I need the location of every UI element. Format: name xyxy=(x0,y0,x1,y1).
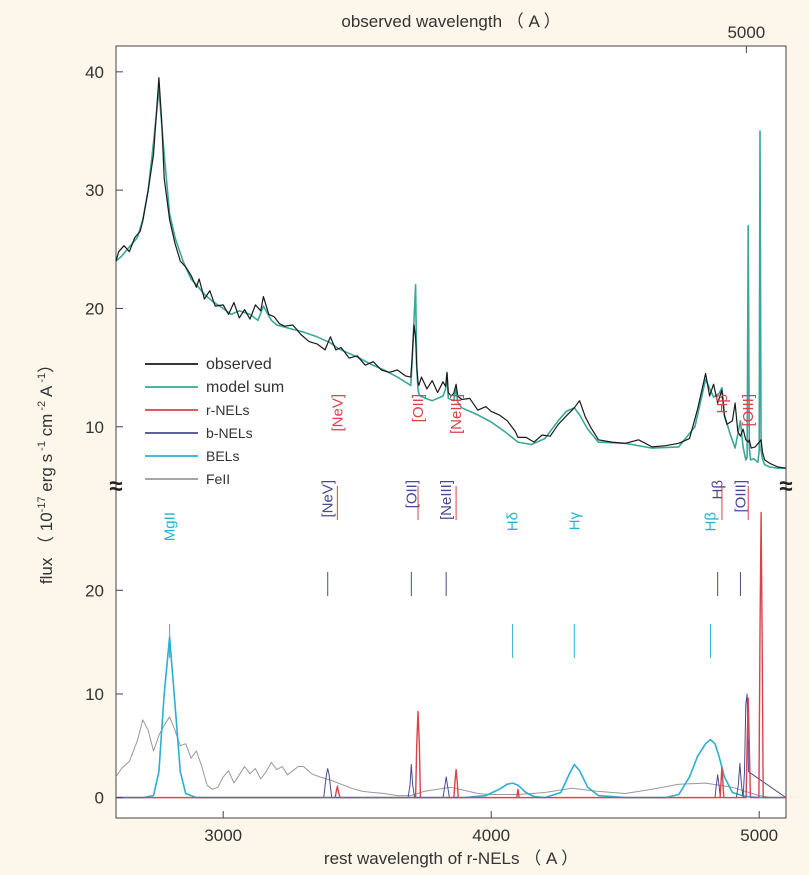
series-line-5 xyxy=(116,511,786,799)
lower-ytick-label: 0 xyxy=(95,789,104,808)
rest-tick-label: 5000 xyxy=(740,826,778,845)
legend-label: b-NELs xyxy=(206,425,253,441)
upper-ytick-label: 20 xyxy=(85,299,104,318)
lower-ytick-label: 10 xyxy=(85,685,104,704)
legend-label: r-NELs xyxy=(206,402,250,418)
axis-break-left: ≈ xyxy=(109,473,122,500)
bottom-axis-title: rest wavelength of r-NELs （ A ） xyxy=(324,849,578,868)
emission-line-label: [NeV] xyxy=(320,480,337,518)
emission-line-label: Hδ xyxy=(505,512,522,531)
y-axis-title-superscript: -17 xyxy=(36,496,48,512)
legend-bg xyxy=(142,445,272,466)
y-axis-title-part: ） xyxy=(37,356,56,373)
rest-tick-label: 4000 xyxy=(472,826,510,845)
y-axis-title-part: flux （ 10 xyxy=(37,512,56,584)
legend-bg xyxy=(142,468,272,489)
legend-bg xyxy=(142,422,272,443)
legend-bg xyxy=(142,399,272,420)
lower-ytick-label: 20 xyxy=(85,581,104,600)
upper-ytick-label: 30 xyxy=(85,181,104,200)
y-axis-title-part: erg s xyxy=(37,454,56,497)
upper-ytick-label: 10 xyxy=(85,418,104,437)
legend-bg xyxy=(142,353,272,374)
observed-tick-label: 5000 xyxy=(727,23,765,42)
emission-line-label: [OIII] xyxy=(740,394,757,427)
axis-break-right: ≈ xyxy=(779,473,792,500)
rest-tick-label: 3000 xyxy=(204,826,242,845)
series-line-1 xyxy=(115,77,787,469)
top-axis-title: observed wavelength （ A ） xyxy=(341,12,560,31)
emission-line-label: [OII] xyxy=(410,394,427,422)
y-axis-title-superscript: -2 xyxy=(36,401,48,414)
y-axis-title-part: cm xyxy=(37,414,56,441)
y-axis-title: flux （ 10-17 erg s -1 cm -2 A -1） xyxy=(36,356,56,584)
emission-line-label: Hβ xyxy=(702,512,719,532)
legend-label: observed xyxy=(206,356,272,373)
upper-ytick-label: 40 xyxy=(85,63,104,82)
emission-line-label: Hβ xyxy=(714,394,731,414)
legend-label: model sum xyxy=(206,379,284,396)
y-axis-title-part: A xyxy=(37,385,56,401)
legend-label: FeII xyxy=(206,471,230,487)
emission-line-label: [NeV] xyxy=(329,394,346,432)
emission-line-label: [NeIII] xyxy=(448,394,465,434)
emission-line-label: [OII] xyxy=(403,480,420,508)
emission-line-label: [OIII] xyxy=(732,480,749,513)
emission-line-label: Hβ xyxy=(710,480,727,500)
emission-line-label: Hγ xyxy=(566,512,583,531)
emission-line-label: [NeIII] xyxy=(438,480,455,520)
emission-line-label: MgII xyxy=(162,512,179,541)
legend-label: BELs xyxy=(206,448,239,464)
y-axis-title-superscript: -1 xyxy=(36,441,48,454)
y-axis-title-superscript: -1 xyxy=(36,373,48,386)
legend-bg xyxy=(142,376,272,397)
